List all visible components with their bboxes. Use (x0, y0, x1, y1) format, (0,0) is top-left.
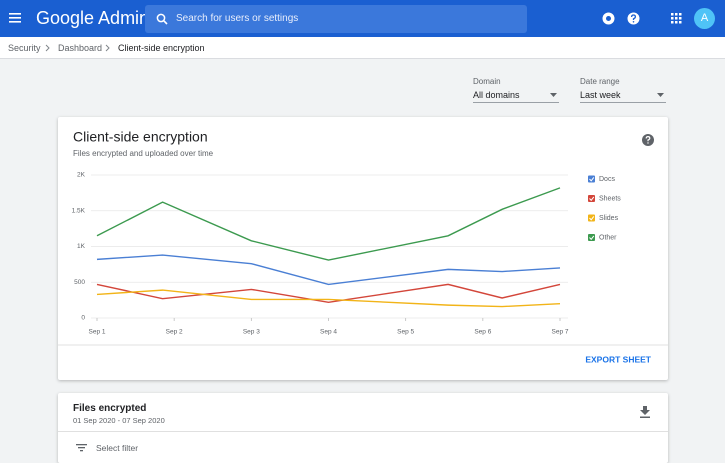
files-title: Files encrypted (73, 403, 147, 414)
product-name: Google Admin (36, 8, 150, 28)
chart-card: Client-side encryption Files encrypted a… (58, 117, 668, 380)
series-line (96, 254, 561, 286)
menu-icon[interactable] (9, 12, 22, 24)
x-tick-label: Sep 7 (552, 329, 569, 336)
breadcrumb-item[interactable]: Dashboard (58, 43, 103, 53)
legend-checkbox (588, 175, 595, 183)
breadcrumb-current: Client-side encryption (118, 43, 205, 53)
legend-label: Slides (599, 215, 619, 222)
filter-label: Domain (473, 77, 501, 86)
apps-icon[interactable] (671, 13, 682, 24)
avatar[interactable]: A (694, 8, 715, 29)
y-tick-label: 0 (81, 315, 85, 322)
filter-label: Date range (580, 77, 620, 86)
breadcrumb: Security Dashboard Client-side encryptio… (0, 37, 725, 59)
legend-label: Other (599, 234, 617, 241)
search-box[interactable]: Search for users or settings (145, 5, 527, 33)
dropdown-arrow (657, 93, 664, 97)
legend-check (589, 216, 595, 221)
date-select[interactable]: Last week (580, 90, 666, 103)
chart: Client-side encryption Files encrypted a… (58, 129, 668, 364)
legend-checkbox (588, 234, 595, 241)
legend-label: Docs (599, 176, 615, 183)
legend-label: Sheets (599, 195, 621, 202)
filter-value: Last week (580, 90, 621, 100)
x-tick-label: Sep 6 (474, 329, 491, 336)
chart-subtitle: Files encrypted and uploaded over time (73, 149, 214, 158)
series-line (96, 283, 561, 303)
chevron (45, 44, 50, 52)
breadcrumb-item[interactable]: Security (8, 43, 41, 53)
x-tick-label: Sep 3 (243, 329, 260, 336)
top-bar: Google Admin Search for users or setting… (0, 0, 725, 37)
card-divider (58, 431, 668, 432)
help-icon[interactable] (627, 12, 640, 25)
legend-check (589, 177, 595, 182)
files-date-range: 01 Sep 2020 - 07 Sep 2020 (73, 416, 165, 425)
x-tick-label: Sep 4 (320, 329, 337, 336)
legend-checkbox (588, 214, 595, 222)
x-tick-label: Sep 2 (166, 329, 183, 336)
y-tick-label: 500 (74, 279, 85, 286)
legend-check (589, 235, 595, 241)
filter-value: All domains (473, 90, 520, 100)
x-tick-label: Sep 5 (397, 329, 414, 336)
chart-title: Client-side encryption (73, 129, 208, 145)
filter-icon[interactable] (76, 444, 87, 452)
search-placeholder: Search for users or settings (176, 13, 299, 24)
series-line (96, 187, 561, 261)
search-icon (156, 13, 168, 25)
y-tick-label: 1.5K (72, 207, 86, 214)
dropdown-arrow (550, 93, 557, 97)
export-button[interactable]: EXPORT SHEET (585, 354, 651, 364)
support-icon[interactable] (602, 12, 615, 25)
series-line (96, 289, 561, 308)
chevron (105, 44, 110, 52)
y-tick-label: 1K (77, 243, 86, 250)
y-tick-label: 2K (77, 172, 86, 179)
domain-select[interactable]: All domains (473, 90, 559, 103)
legend-checkbox (588, 195, 595, 202)
legend-check (589, 196, 595, 202)
filter-placeholder[interactable]: Select filter (96, 443, 139, 453)
files-card: Files encrypted 01 Sep 2020 - 07 Sep 202… (58, 393, 668, 463)
help-icon[interactable] (642, 134, 654, 146)
download-icon[interactable] (640, 406, 650, 418)
x-tick-label: Sep 1 (89, 329, 106, 336)
